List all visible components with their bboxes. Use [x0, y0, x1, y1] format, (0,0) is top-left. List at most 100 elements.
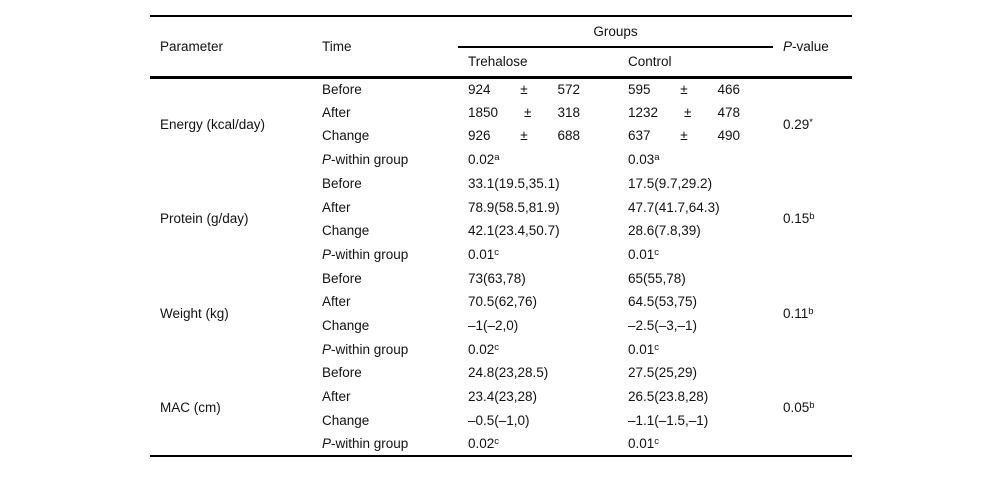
plus-minus-sign: ±	[520, 128, 528, 144]
pwithin-value: 0.03	[628, 152, 655, 168]
row-energy-before: Energy (kcal/day) Before 924 ±572 595 ±466…	[150, 77, 852, 132]
row-mac-after: After 23.4(23,28) 26.5(23.8,28)	[150, 385, 852, 409]
sd-value: 318	[557, 104, 580, 120]
control-value-cell: 0.01c	[618, 243, 773, 267]
plus-minus-sign: ±	[524, 104, 532, 120]
trehalose-value-cell: –0.5(–1,0)	[458, 409, 618, 433]
median-iqr-value: –1.1(–1.5,–1)	[628, 412, 709, 428]
plus-minus-sign: ±	[684, 104, 692, 120]
pwithin-value: 0.01	[628, 435, 655, 451]
row-energy-pwithin: P-within group 0.02a 0.03a	[150, 148, 852, 172]
trehalose-value-cell: –1(–2,0)	[458, 314, 618, 338]
pvalue-header-suffix: -value	[792, 38, 829, 54]
trehalose-value-cell: 24.8(23,28.5)	[458, 361, 618, 385]
sd-value: 572	[557, 81, 580, 97]
control-value-cell: 27.5(25,29)	[618, 361, 773, 385]
row-weight-after: After 70.5(62,76) 64.5(53,75)	[150, 290, 852, 314]
col-header-pvalue: P-value	[773, 16, 852, 79]
median-iqr-value: 23.4(23,28)	[468, 389, 538, 405]
pwithin-superscript: a	[494, 152, 500, 164]
pvalue-superscript: b	[808, 306, 814, 318]
trehalose-value-cell: 1850 ±318	[458, 101, 618, 125]
control-value-cell: 0.03a	[618, 148, 773, 172]
trehalose-value-cell: 924 ±572	[458, 77, 618, 101]
pwithin-label-p: P	[322, 246, 332, 262]
header-row-1: Parameter Time Groups P-value	[150, 16, 852, 79]
pvalue-header-p: P	[783, 38, 793, 54]
pwithin-label-suffix: -within group	[331, 152, 409, 168]
mean-value: 1850	[468, 104, 499, 120]
pvalue-superscript: b	[809, 400, 815, 412]
mean-value: 637	[628, 128, 651, 144]
col-header-groups: Groups	[458, 16, 773, 48]
row-weight-pwithin: P-within group 0.02c 0.01c	[150, 338, 852, 362]
trehalose-value-cell: 23.4(23,28)	[458, 385, 618, 409]
pwithin-value: 0.01	[468, 246, 495, 262]
row-protein-after: After 78.9(58.5,81.9) 47.7(41.7,64.3)	[150, 195, 852, 219]
row-mac-before: MAC (cm) Before 24.8(23,28.5) 27.5(25,29…	[150, 361, 852, 415]
row-mac-change: Change –0.5(–1,0) –1.1(–1.5,–1)	[150, 409, 852, 433]
time-label-change: Change	[322, 223, 370, 239]
parameter-label-energy: Energy (kcal/day)	[160, 117, 266, 133]
median-iqr-value: 65(55,78)	[628, 270, 686, 286]
pwithin-superscript: c	[654, 246, 660, 258]
col-header-time: Time	[312, 16, 458, 79]
median-iqr-value: 26.5(23.8,28)	[628, 389, 709, 405]
trehalose-value-cell: 926 ±688	[458, 124, 618, 148]
control-value-cell: 64.5(53,75)	[618, 290, 773, 314]
pvalue-cell-protein: 0.15b	[773, 172, 852, 267]
parameter-label-protein: Protein (g/day)	[160, 211, 249, 227]
time-label-pwithin: P-within group	[312, 243, 458, 267]
pwithin-label-p: P	[322, 152, 332, 168]
mean-value: 1232	[628, 104, 659, 120]
time-label-after: After	[322, 104, 351, 120]
sd-value: 688	[557, 128, 580, 144]
control-value-cell: 47.7(41.7,64.3)	[618, 195, 773, 219]
median-iqr-value: –1(–2,0)	[468, 317, 519, 333]
control-value-cell: 26.5(23.8,28)	[618, 385, 773, 409]
row-energy-change: Change 926 ±688 637 ±490	[150, 124, 852, 148]
pvalue-cell-energy: 0.29*	[773, 77, 852, 172]
time-label-pwithin: P-within group	[312, 338, 458, 362]
median-iqr-value: 47.7(41.7,64.3)	[628, 199, 720, 215]
mean-value: 595	[628, 81, 651, 97]
control-value-cell: 28.6(7.8,39)	[618, 219, 773, 243]
plus-minus-sign: ±	[520, 81, 528, 97]
col-header-trehalose: Trehalose	[458, 47, 618, 79]
table-container: Parameter Time Groups P-value Trehalose …	[150, 15, 852, 457]
median-iqr-value: 27.5(25,29)	[628, 365, 698, 381]
time-label-pwithin: P-within group	[312, 432, 458, 456]
header-row-2: Trehalose Control	[150, 47, 852, 79]
median-iqr-value: –2.5(–3,–1)	[628, 317, 698, 333]
median-iqr-value: –0.5(–1,0)	[468, 412, 530, 428]
pvalue-cell-mac: 0.05b	[773, 361, 852, 456]
time-label-pwithin: P-within group	[312, 148, 458, 172]
parameter-label-mac: MAC (cm)	[160, 400, 221, 416]
trehalose-value-cell: 0.02c	[458, 338, 618, 362]
median-iqr-value: 33.1(19.5,35.1)	[468, 175, 560, 191]
control-value-cell: 17.5(9.7,29.2)	[618, 172, 773, 196]
control-value-cell: 1232 ±478	[618, 101, 773, 125]
median-iqr-value: 64.5(53,75)	[628, 294, 698, 310]
row-mac-pwithin: P-within group 0.02c 0.01c	[150, 432, 852, 456]
time-label-before: Before	[322, 175, 362, 191]
control-value-cell: 637 ±490	[618, 124, 773, 148]
sd-value: 478	[717, 104, 740, 120]
pvalue-cell-weight: 0.11b	[773, 267, 852, 362]
pvalue-superscript: *	[809, 117, 813, 129]
time-label-after: After	[322, 389, 351, 405]
median-iqr-value: 73(63,78)	[468, 270, 526, 286]
col-header-control: Control	[618, 47, 773, 79]
parameter-label-weight: Weight (kg)	[160, 306, 229, 322]
pwithin-value: 0.02	[468, 152, 495, 168]
pwithin-superscript: c	[494, 341, 500, 353]
mean-sd-value: 1232 ±478	[628, 106, 740, 120]
results-table: Parameter Time Groups P-value Trehalose …	[150, 15, 852, 457]
control-value-cell: 0.01c	[618, 432, 773, 456]
control-value-cell: –1.1(–1.5,–1)	[618, 409, 773, 433]
time-label-before: Before	[322, 365, 362, 381]
control-value-cell: 0.01c	[618, 338, 773, 362]
time-label-after: After	[322, 199, 351, 215]
trehalose-value-cell: 73(63,78)	[458, 267, 618, 291]
